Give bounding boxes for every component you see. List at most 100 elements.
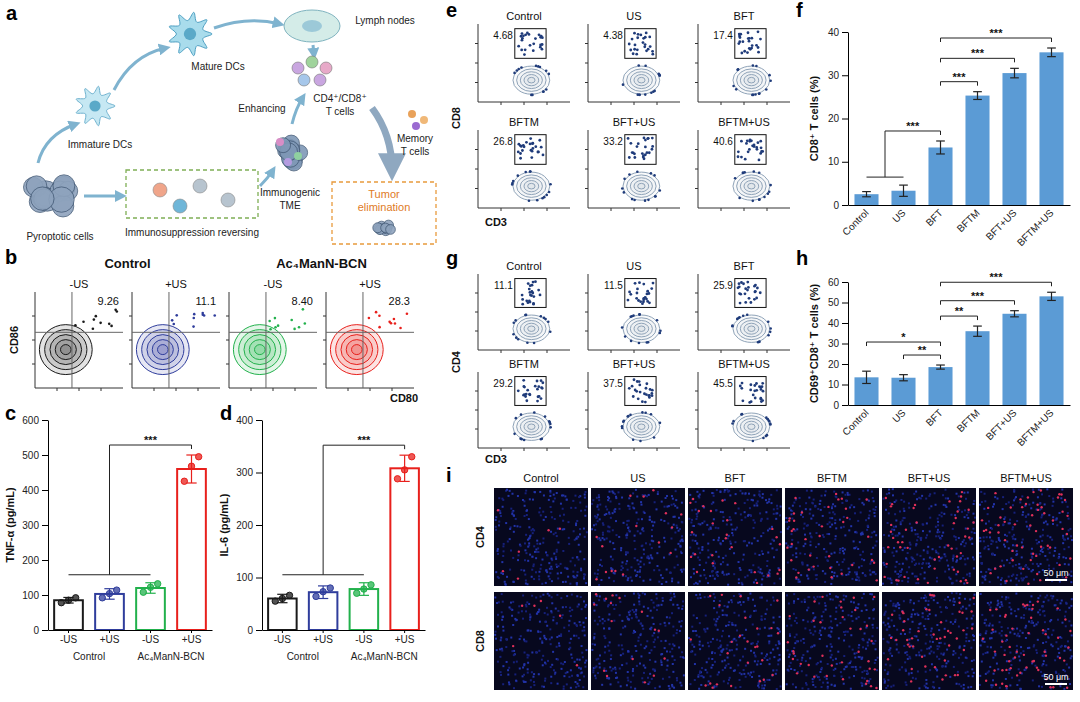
nucleus-speck [697,556,699,558]
gate-value: 37.5 [603,378,623,389]
nucleus-speck [525,490,527,492]
flow-plot: 8.40 [226,292,317,391]
stain-speck [601,545,603,547]
nucleus-speck [758,554,760,556]
plot-title: +US [359,278,381,290]
plot-title: BFT [734,260,755,272]
significance-label: ** [955,305,964,317]
nucleus-speck [654,501,656,503]
nucleus-speck [839,549,841,551]
nucleus-speck [514,525,516,527]
nucleus-speck [872,547,874,549]
nucleus-speck [802,563,804,565]
plot-area [268,454,419,630]
nucleus-speck [625,563,627,565]
gate-value: 8.40 [292,295,313,307]
nucleus-speck [664,541,666,543]
event-dot [548,421,551,424]
y-tick: 60 [828,277,848,288]
nucleus-speck [608,577,610,579]
nucleus-speck [579,533,581,535]
event-dot [399,327,402,330]
nucleus-speck [609,501,611,503]
event-dot [390,322,393,325]
event-dot [637,142,640,145]
plot-title: Control [506,260,541,272]
event-dot [524,171,527,174]
event-dot [650,392,653,395]
nucleus-speck [720,511,722,513]
nucleus-speck [613,548,615,550]
nucleus-speck [759,495,761,497]
event-dot [540,146,543,149]
nucleus-speck [626,524,628,526]
event-dot [740,156,743,159]
x-tick: BFT [924,205,945,228]
nucleus-speck [745,492,747,494]
nucleus-speck [542,538,544,540]
significance-bracket: * [867,331,941,346]
stain-speck [726,519,728,521]
event-dot [659,189,662,192]
column-label: BFT [725,472,746,484]
nucleus-speck [703,490,705,492]
event-dot [528,288,531,291]
stain-speck [622,573,624,575]
nucleus-speck [520,545,522,547]
event-dot [642,283,645,286]
tick-label: 30 [828,338,840,349]
tick-label: -US [274,634,292,645]
nucleus-speck [840,527,842,529]
nucleus-speck [858,577,860,579]
nucleus-speck [649,519,651,521]
nucleus-speck [763,575,765,577]
nucleus-speck [563,514,565,516]
nucleus-speck [664,506,666,508]
event-dot [754,93,757,96]
stain-speck [502,570,504,572]
nucleus-speck [767,529,769,531]
nucleus-speck [809,513,811,515]
t-cell [314,74,326,86]
nucleus-speck [529,554,531,556]
event-dot [536,400,539,403]
nucleus-speck [583,573,585,575]
y-tick: 40 [828,27,848,38]
tick-label: 40 [828,27,840,38]
event-dot [739,36,742,39]
nucleus-speck [553,553,555,555]
nucleus-speck [615,520,617,522]
stain-speck [754,571,756,573]
nucleus-speck [705,562,707,564]
nucleus-speck [876,540,878,542]
nucleus-speck [609,541,611,543]
nucleus-speck [842,561,844,563]
event-dot [758,385,761,388]
nucleus-speck [795,547,797,549]
event-dot [641,152,644,155]
event-dot [378,314,381,317]
stain-speck [775,536,777,538]
nucleus-speck [707,582,709,584]
event-dot [633,32,636,35]
nucleus-speck [766,565,768,567]
event-dot [304,322,307,325]
significance-label: *** [144,434,158,446]
nucleus-speck [645,542,647,544]
event-dot [548,73,551,76]
nucleus-speck [663,537,665,539]
nucleus-speck [634,569,636,571]
nucleus-speck [807,578,809,580]
nucleus-speck [845,500,847,502]
nucleus-speck [526,514,528,516]
event-dot [636,292,639,295]
nucleus-speck [732,529,734,531]
event-dot [534,145,537,148]
nucleus-speck [714,578,716,580]
nucleus-speck [863,559,865,561]
y-tick: 0 [833,200,848,211]
nucleus-speck [776,505,778,507]
gate-value: 17.4 [713,30,733,41]
nucleus-speck [749,507,751,509]
nucleus-speck [755,579,757,581]
